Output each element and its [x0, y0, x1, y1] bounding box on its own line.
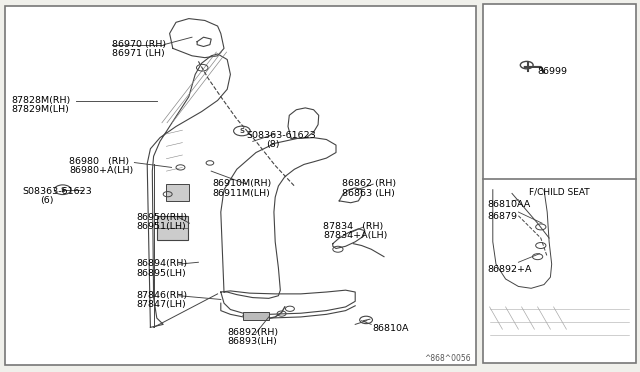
Polygon shape — [288, 108, 319, 138]
Polygon shape — [221, 138, 336, 298]
Text: 86911M(LH): 86911M(LH) — [212, 189, 270, 198]
Text: S: S — [239, 128, 244, 134]
Text: (8): (8) — [266, 140, 280, 149]
Text: 87828M(RH): 87828M(RH) — [12, 96, 71, 105]
Text: 86892+A: 86892+A — [488, 265, 532, 274]
Text: 86879: 86879 — [488, 212, 518, 221]
Text: S08363-61623: S08363-61623 — [22, 187, 92, 196]
Text: S: S — [60, 187, 65, 193]
Bar — [243, 312, 269, 320]
Text: 86893(LH): 86893(LH) — [227, 337, 277, 346]
Text: 86910M(RH): 86910M(RH) — [212, 179, 272, 188]
Bar — [157, 216, 188, 240]
Polygon shape — [147, 54, 230, 327]
Text: S08363-61623: S08363-61623 — [246, 131, 316, 140]
Bar — [166, 184, 189, 201]
Bar — [5, 6, 476, 365]
Text: 87834   (RH): 87834 (RH) — [323, 222, 383, 231]
Text: 86810AA: 86810AA — [488, 200, 531, 209]
Text: 86894(RH): 86894(RH) — [136, 259, 188, 268]
Text: 86980   (RH): 86980 (RH) — [69, 157, 129, 166]
Text: F/CHILD SEAT: F/CHILD SEAT — [529, 188, 589, 197]
Text: 86892(RH): 86892(RH) — [227, 328, 278, 337]
Bar — [483, 4, 636, 363]
Text: 86971 (LH): 86971 (LH) — [112, 49, 164, 58]
Text: 86895(LH): 86895(LH) — [136, 269, 186, 278]
Text: (6): (6) — [40, 196, 53, 205]
Text: 86863 (LH): 86863 (LH) — [342, 189, 396, 198]
Text: 86862 (RH): 86862 (RH) — [342, 179, 397, 188]
Text: 86950(RH): 86950(RH) — [136, 213, 188, 222]
Text: 87834+A(LH): 87834+A(LH) — [323, 231, 388, 240]
Text: ^868^0056: ^868^0056 — [424, 354, 470, 363]
Text: 86970 (RH): 86970 (RH) — [112, 40, 166, 49]
Text: 86810A: 86810A — [372, 324, 409, 333]
Text: 87846(RH): 87846(RH) — [136, 291, 188, 300]
Polygon shape — [221, 290, 355, 314]
Text: 86980+A(LH): 86980+A(LH) — [69, 166, 133, 175]
Polygon shape — [493, 190, 552, 288]
Text: 86951(LH): 86951(LH) — [136, 222, 186, 231]
Text: 86999: 86999 — [538, 67, 568, 76]
Text: 87829M(LH): 87829M(LH) — [12, 105, 69, 114]
Text: 87847(LH): 87847(LH) — [136, 300, 186, 309]
